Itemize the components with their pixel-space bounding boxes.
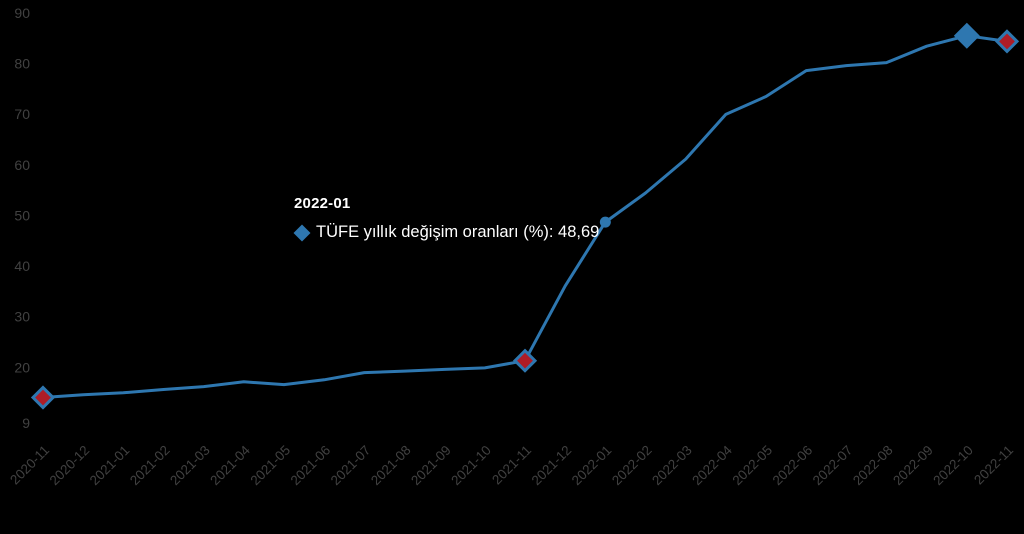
y-axis-tick-label: 30 (14, 309, 30, 325)
x-axis-tick-label: 2022-11 (971, 443, 1016, 488)
x-axis-tick-label: 2021-03 (167, 443, 213, 489)
y-axis-tick-label: 90 (14, 5, 30, 21)
x-axis-tick-label: 2021-02 (127, 443, 173, 489)
data-point-marker[interactable] (994, 29, 1020, 54)
x-axis-tick-label: 2021-07 (328, 443, 374, 489)
x-axis-tick-label: 2022-04 (689, 442, 735, 488)
series-line (41, 34, 1009, 399)
x-axis-tick-label: 2022-05 (729, 443, 775, 489)
y-axis-tick-label: 9 (22, 415, 30, 431)
y-axis-tick-label: 80 (14, 56, 30, 72)
x-axis-tick-label: 2021-11 (489, 443, 534, 488)
x-axis-tick-label: 2021-01 (87, 443, 133, 489)
x-axis-tick-label: 2022-10 (930, 443, 976, 489)
y-axis-tick-label: 20 (14, 359, 30, 375)
data-point-marker[interactable] (30, 385, 56, 410)
x-axis-tick-label: 2021-04 (207, 442, 253, 488)
x-axis-tick-label: 2021-06 (288, 443, 334, 489)
x-axis-tick-label: 2021-05 (247, 443, 293, 489)
y-axis-tick-label: 60 (14, 157, 30, 173)
x-axis-tick-label: 2021-10 (448, 443, 494, 489)
x-axis-tick-label: 2022-09 (890, 443, 936, 489)
x-axis-tick-label: 2022-06 (770, 443, 816, 489)
data-point-marker[interactable] (599, 216, 611, 228)
x-axis-tick-label: 2022-08 (850, 443, 896, 489)
x-axis-tick-label: 2020-11 (7, 443, 52, 488)
x-axis-tick-label: 2021-12 (529, 443, 575, 489)
data-point-marker[interactable] (953, 22, 980, 49)
y-axis-tick-label: 70 (14, 106, 30, 122)
data-point-marker[interactable] (512, 348, 538, 373)
x-axis-tick-label: 2022-03 (649, 443, 695, 489)
x-axis-tick-label: 2020-12 (47, 443, 93, 489)
x-axis-tick-label: 2022-07 (810, 443, 856, 489)
x-axis-tick-label: 2021-09 (408, 443, 454, 489)
x-axis-tick-label: 2022-01 (569, 443, 615, 489)
y-axis-tick-label: 40 (14, 258, 30, 274)
y-axis-tick-label: 50 (14, 207, 30, 223)
x-axis-tick-label: 2022-02 (609, 443, 655, 489)
x-axis-tick-label: 2021-08 (368, 443, 414, 489)
